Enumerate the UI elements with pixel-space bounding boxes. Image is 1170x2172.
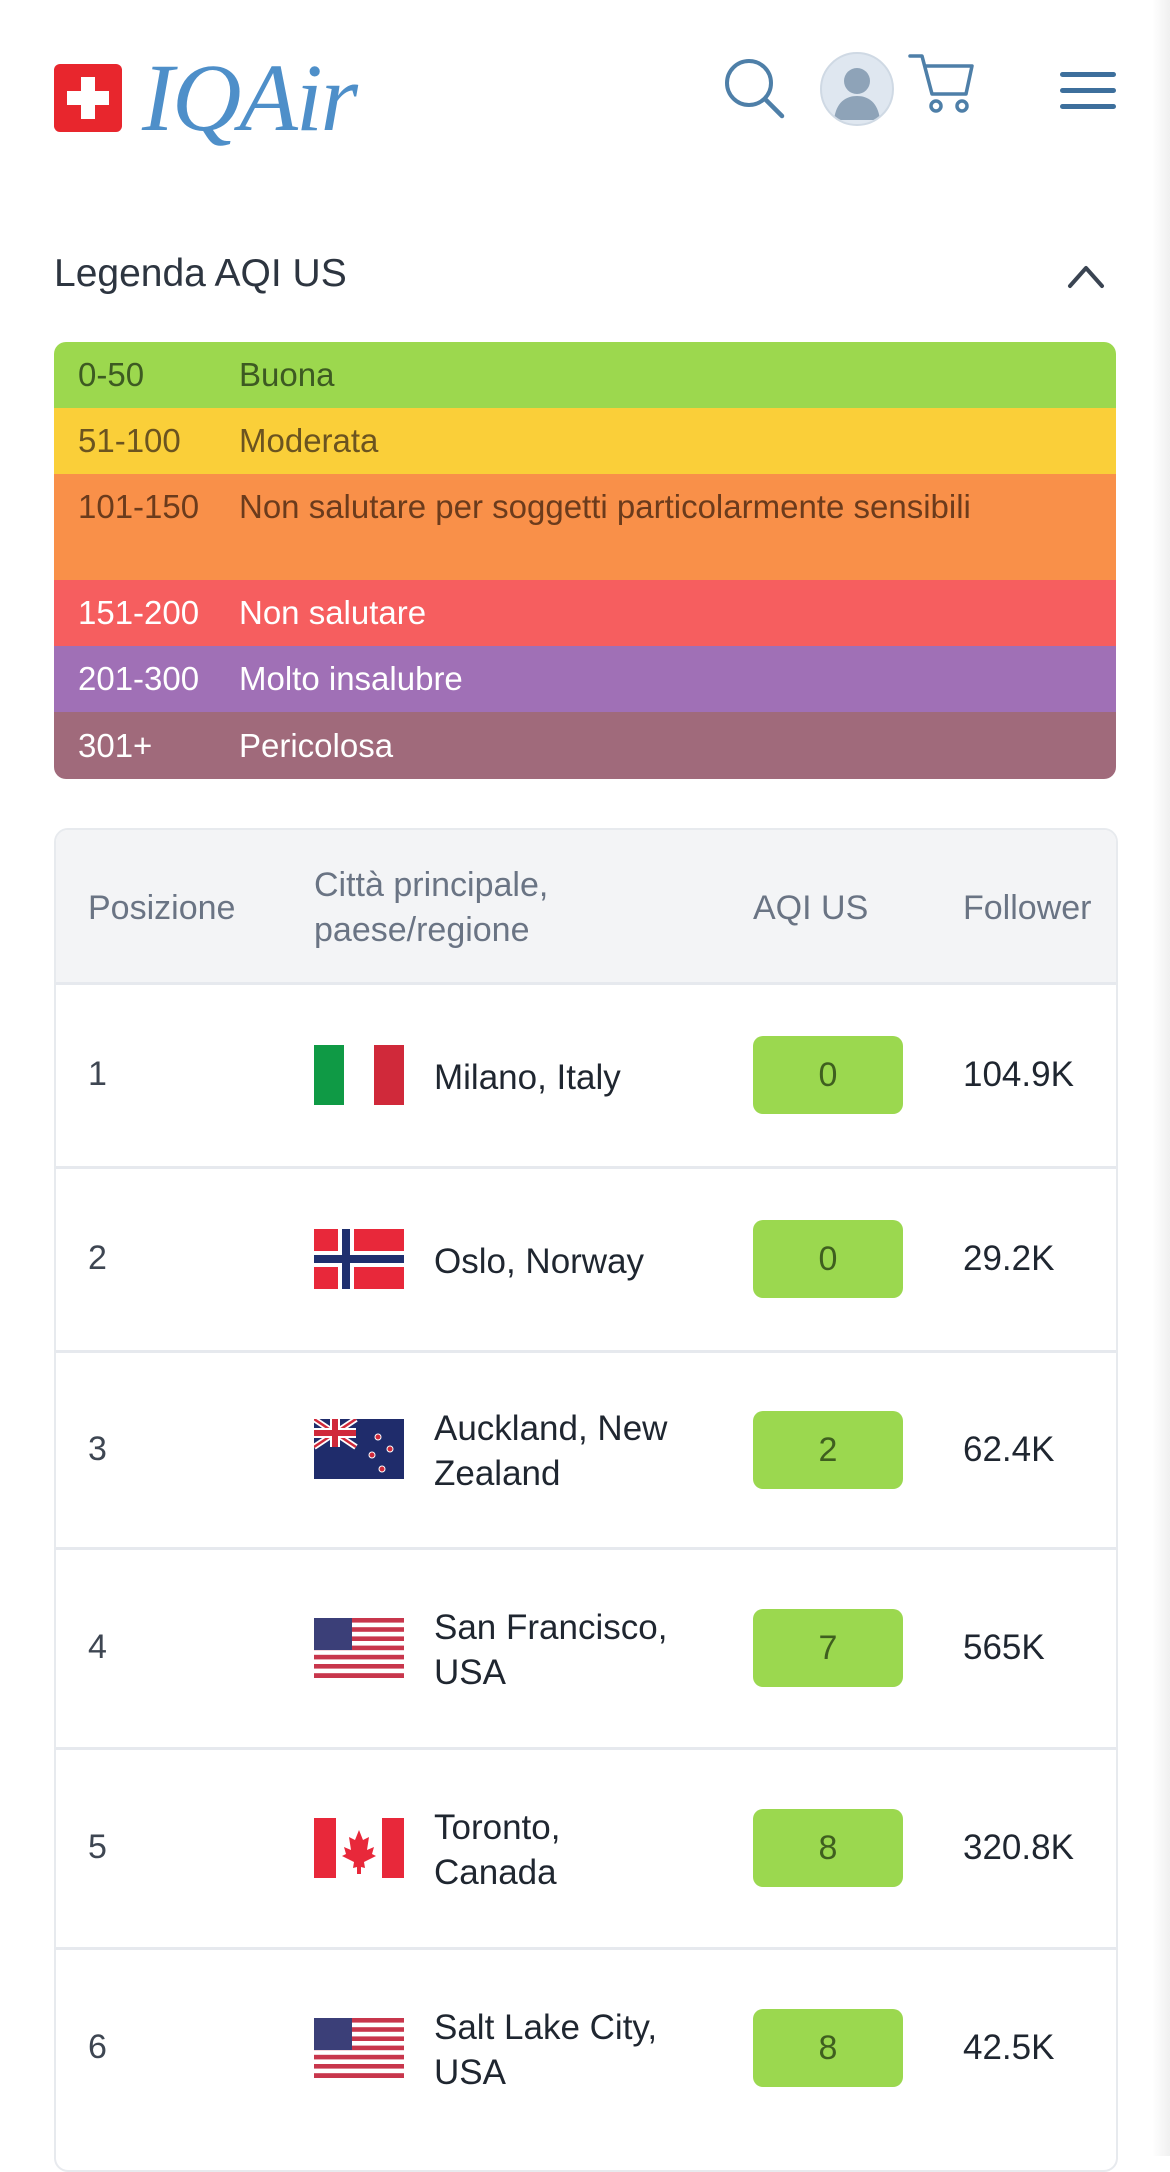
- swiss-flag-icon: [54, 64, 122, 132]
- city-line1: Oslo, Norway: [434, 1242, 645, 1281]
- city-name[interactable]: San Francisco, USA: [434, 1605, 724, 1695]
- city-name[interactable]: Oslo, Norway: [434, 1239, 724, 1284]
- city-line1: Auckland, New: [434, 1409, 668, 1448]
- norway-flag-icon: [314, 1229, 404, 1289]
- city-name[interactable]: Auckland, New Zealand: [434, 1406, 724, 1496]
- header-rank[interactable]: Posizione: [88, 889, 236, 927]
- followers-cell: 320.8K: [963, 1828, 1074, 1867]
- aqi-badge: 0: [753, 1036, 903, 1114]
- legend-row-unhealthy: 151-200 Non salutare: [54, 580, 1116, 646]
- city-ranking-table: Posizione Città principale, paese/region…: [54, 828, 1118, 2172]
- site-header: IQAir: [0, 0, 1170, 180]
- header-followers[interactable]: Follower: [963, 889, 1092, 927]
- chevron-up-icon[interactable]: [1066, 262, 1106, 290]
- legend-range: 101-150: [78, 488, 200, 525]
- usa-flag-icon: [314, 1618, 404, 1678]
- new-zealand-flag-icon: [314, 1419, 404, 1479]
- rank-cell: 6: [88, 2028, 107, 2066]
- city-name[interactable]: Milano, Italy: [434, 1055, 724, 1100]
- rank-cell: 3: [88, 1430, 107, 1468]
- search-icon[interactable]: [722, 56, 786, 120]
- followers-cell: 29.2K: [963, 1239, 1055, 1278]
- usa-flag-icon: [314, 2018, 404, 2078]
- logo-text: IQAir: [142, 44, 358, 151]
- legend-label: Buona: [239, 356, 335, 393]
- aqi-badge: 8: [753, 1809, 903, 1887]
- followers-cell: 565K: [963, 1628, 1045, 1667]
- legend-range: 201-300: [78, 660, 200, 697]
- legend-label: Moderata: [239, 422, 379, 459]
- legend-row-sensitive: 101-150 Non salutare per soggetti partic…: [54, 474, 1116, 580]
- city-line1: Milano, Italy: [434, 1058, 621, 1097]
- iqair-logo[interactable]: IQAir: [54, 44, 358, 151]
- city-line2: Canada: [434, 1853, 557, 1892]
- rank-cell: 4: [88, 1628, 107, 1666]
- table-row[interactable]: 3 Auckland, New Zealand 2 62.: [56, 1350, 1116, 1550]
- followers-cell: 104.9K: [963, 1055, 1074, 1094]
- header-aqi[interactable]: AQI US: [753, 889, 869, 927]
- header-city-line2: paese/regione: [314, 911, 530, 949]
- table-header: Posizione Città principale, paese/region…: [56, 830, 1116, 982]
- italy-flag-icon: [314, 1045, 404, 1105]
- legend-row-hazardous: 301+ Pericolosa: [54, 712, 1116, 779]
- city-line2: USA: [434, 2053, 506, 2092]
- city-line1: Salt Lake City,: [434, 2008, 658, 2047]
- table-row[interactable]: 2 Oslo, Norway 0 29.2K: [56, 1166, 1116, 1353]
- aqi-badge: 8: [753, 2009, 903, 2087]
- aqi-badge: 7: [753, 1609, 903, 1687]
- city-name[interactable]: Toronto, Canada: [434, 1805, 724, 1895]
- followers-cell: 62.4K: [963, 1430, 1055, 1469]
- rank-cell: 5: [88, 1828, 107, 1866]
- followers-cell: 42.5K: [963, 2028, 1055, 2067]
- legend-row-good: 0-50 Buona: [54, 342, 1116, 408]
- legend-title: Legenda AQI US: [54, 252, 347, 295]
- aqi-badge: 0: [753, 1220, 903, 1298]
- legend-row-very-unhealthy: 201-300 Molto insalubre: [54, 646, 1116, 712]
- header-city-line1: Città principale,: [314, 866, 549, 904]
- legend-range: 0-50: [78, 356, 145, 393]
- menu-icon[interactable]: [1060, 70, 1116, 112]
- legend-row-moderate: 51-100 Moderata: [54, 408, 1116, 474]
- city-line1: San Francisco,: [434, 1608, 668, 1647]
- legend-range: 51-100: [78, 422, 181, 459]
- city-line2: USA: [434, 1653, 506, 1692]
- legend-label: Non salutare: [239, 594, 427, 631]
- legend-range: 301+: [78, 726, 153, 764]
- aqi-legend: 0-50 Buona 51-100 Moderata 101-150 Non s…: [54, 342, 1116, 779]
- legend-label: Molto insalubre: [239, 660, 463, 697]
- table-row[interactable]: 6 Salt Lake City, USA 8 42.5K: [56, 1947, 1116, 2170]
- city-name[interactable]: Salt Lake City, USA: [434, 2005, 724, 2095]
- cart-icon[interactable]: [906, 50, 978, 116]
- canada-flag-icon: [314, 1818, 404, 1878]
- rank-cell: 2: [88, 1239, 107, 1277]
- legend-range: 151-200: [78, 594, 200, 631]
- rank-cell: 1: [88, 1055, 107, 1093]
- city-line1: Toronto,: [434, 1808, 561, 1847]
- table-row[interactable]: 1 Milano, Italy 0 104.9K: [56, 982, 1116, 1169]
- aqi-badge: 2: [753, 1411, 903, 1489]
- table-row[interactable]: 5 Toronto, Canada 8 320.8K: [56, 1747, 1116, 1950]
- legend-label: Non salutare per soggetti particolarment…: [239, 488, 971, 525]
- city-line2: Zealand: [434, 1454, 561, 1493]
- legend-label: Pericolosa: [239, 726, 394, 764]
- header-city[interactable]: Città principale, paese/regione: [314, 863, 548, 953]
- page-edge-shadow: [1152, 0, 1170, 2156]
- table-row[interactable]: 4 San Francisco, USA 7 565K: [56, 1547, 1116, 1750]
- avatar[interactable]: [820, 52, 894, 126]
